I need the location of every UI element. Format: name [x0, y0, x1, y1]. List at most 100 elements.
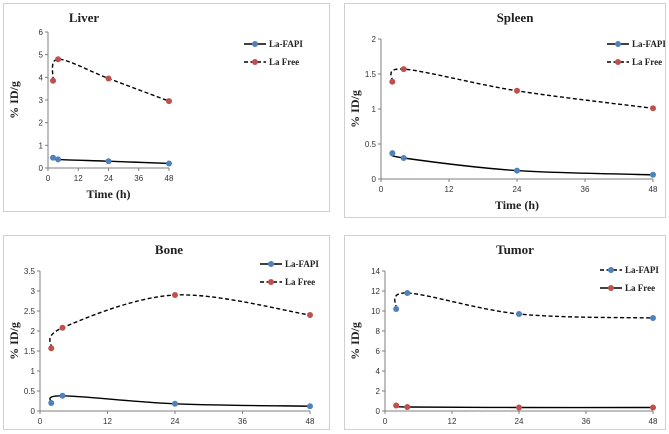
chart-panel-tumor: Tumor02468101214012243648Time (h)% ID/gL… — [344, 235, 666, 430]
x-axis-label: Time (h) — [495, 198, 539, 212]
data-point — [650, 404, 656, 411]
y-tick-label: 0 — [39, 164, 44, 173]
y-tick-label: 2 — [39, 119, 44, 128]
x-tick-label: 12 — [445, 185, 454, 194]
legend-label: La-FAPI — [632, 39, 665, 49]
data-point — [307, 403, 313, 410]
x-tick-label: 48 — [306, 417, 315, 426]
y-tick-label: 0 — [372, 175, 377, 184]
legend-label: La-FAPI — [285, 259, 319, 269]
data-point — [50, 77, 57, 84]
legend-marker — [252, 41, 258, 47]
data-point — [55, 56, 62, 63]
legend-marker — [252, 59, 258, 65]
data-point — [59, 324, 66, 331]
data-point — [393, 402, 400, 409]
x-tick-label: 0 — [379, 185, 384, 194]
y-tick-label: 0.5 — [365, 140, 377, 149]
x-tick-label: 12 — [448, 417, 457, 426]
legend-label: La Free — [632, 57, 662, 67]
data-point — [404, 290, 411, 296]
data-point — [105, 75, 112, 82]
legend-label: La Free — [269, 57, 299, 67]
y-tick-label: 3 — [39, 96, 44, 105]
data-point — [105, 158, 112, 165]
x-tick-label: 0 — [38, 417, 43, 426]
y-tick-label: 3 — [31, 287, 36, 296]
x-tick-label: 12 — [103, 417, 112, 426]
data-point — [307, 312, 313, 318]
y-axis-label: % ID/g — [348, 90, 362, 128]
y-tick-label: 1.5 — [365, 70, 377, 79]
y-tick-label: 0 — [31, 407, 36, 416]
data-point — [650, 171, 656, 178]
x-tick-label: 0 — [383, 417, 388, 426]
y-tick-label: 8 — [376, 327, 381, 336]
legend-marker — [615, 59, 621, 65]
x-tick-label: 24 — [104, 174, 113, 183]
x-tick-label: 36 — [582, 417, 591, 426]
y-tick-label: 6 — [39, 28, 44, 37]
y-axis-label: % ID/g — [348, 322, 362, 360]
chart-panel-spleen: Spleen 0 0.5 1 1.5 2 0 12 24 36 48 Time (h) % ID/g La… — [344, 3, 666, 218]
y-axis-label: % ID/g — [7, 81, 21, 119]
legend-label: La Free — [285, 277, 315, 287]
data-point — [650, 315, 656, 321]
legend-marker — [268, 261, 274, 267]
y-tick-label: 4 — [39, 73, 44, 82]
y-tick-label: 2 — [376, 387, 381, 396]
chart-svg-tumor: Tumor02468101214012243648Time (h)% ID/gL… — [348, 242, 659, 426]
y-tick-label: 14 — [371, 267, 380, 276]
y-tick-label: 4 — [376, 367, 381, 376]
x-tick-label: 36 — [581, 185, 590, 194]
x-tick-label: 12 — [74, 174, 83, 183]
legend-marker — [608, 285, 614, 291]
data-point — [50, 154, 57, 161]
data-point — [48, 400, 55, 406]
y-tick-label: 1 — [372, 105, 377, 114]
series-line-la-free — [394, 404, 654, 409]
series-line-la-free — [49, 294, 311, 349]
chart-title: Spleen — [497, 10, 535, 25]
data-point — [516, 404, 522, 411]
chart-panel-liver: Liver 0 1 2 3 4 5 6 0 12 24 36 48 Time (h)% ID/g La-FA… — [3, 3, 330, 212]
x-tick-label: 24 — [513, 185, 522, 194]
legend-marker — [268, 279, 274, 285]
y-tick-label: 2 — [31, 327, 36, 336]
y-tick-label: 5 — [39, 51, 44, 60]
data-point — [650, 105, 656, 112]
series-line-la-fapi — [390, 152, 654, 176]
y-tick-label: 1.5 — [24, 347, 36, 356]
x-tick-label: 48 — [649, 417, 658, 426]
legend-marker — [615, 41, 621, 47]
data-point — [514, 167, 520, 174]
data-point — [55, 156, 62, 163]
legend-label: La-FAPI — [269, 39, 303, 49]
y-tick-label: 3.5 — [24, 267, 36, 276]
data-point — [172, 400, 178, 407]
y-tick-label: 2 — [372, 35, 377, 44]
data-point — [400, 155, 407, 161]
chart-svg-spleen: Spleen 0 0.5 1 1.5 2 0 12 24 36 48 Time (h) % ID/g La… — [348, 10, 665, 212]
data-point — [516, 311, 522, 317]
data-point — [59, 392, 66, 399]
data-point — [514, 87, 520, 94]
data-point — [400, 66, 407, 73]
y-tick-label: 0 — [376, 407, 381, 416]
legend-marker — [608, 267, 614, 273]
y-tick-label: 12 — [371, 287, 380, 296]
y-tick-label: 1 — [31, 367, 36, 376]
x-tick-label: 48 — [649, 185, 658, 194]
data-point — [389, 150, 396, 157]
series-line-la-free — [390, 68, 654, 109]
y-tick-label: 1 — [39, 141, 44, 150]
legend-label: La Free — [625, 283, 655, 293]
data-point — [389, 78, 396, 85]
x-tick-label: 48 — [165, 174, 174, 183]
chart-title: Liver — [69, 10, 100, 25]
series-line-la-fapi — [49, 395, 311, 407]
data-point — [393, 306, 400, 312]
series-line-la-fapi — [394, 292, 654, 319]
